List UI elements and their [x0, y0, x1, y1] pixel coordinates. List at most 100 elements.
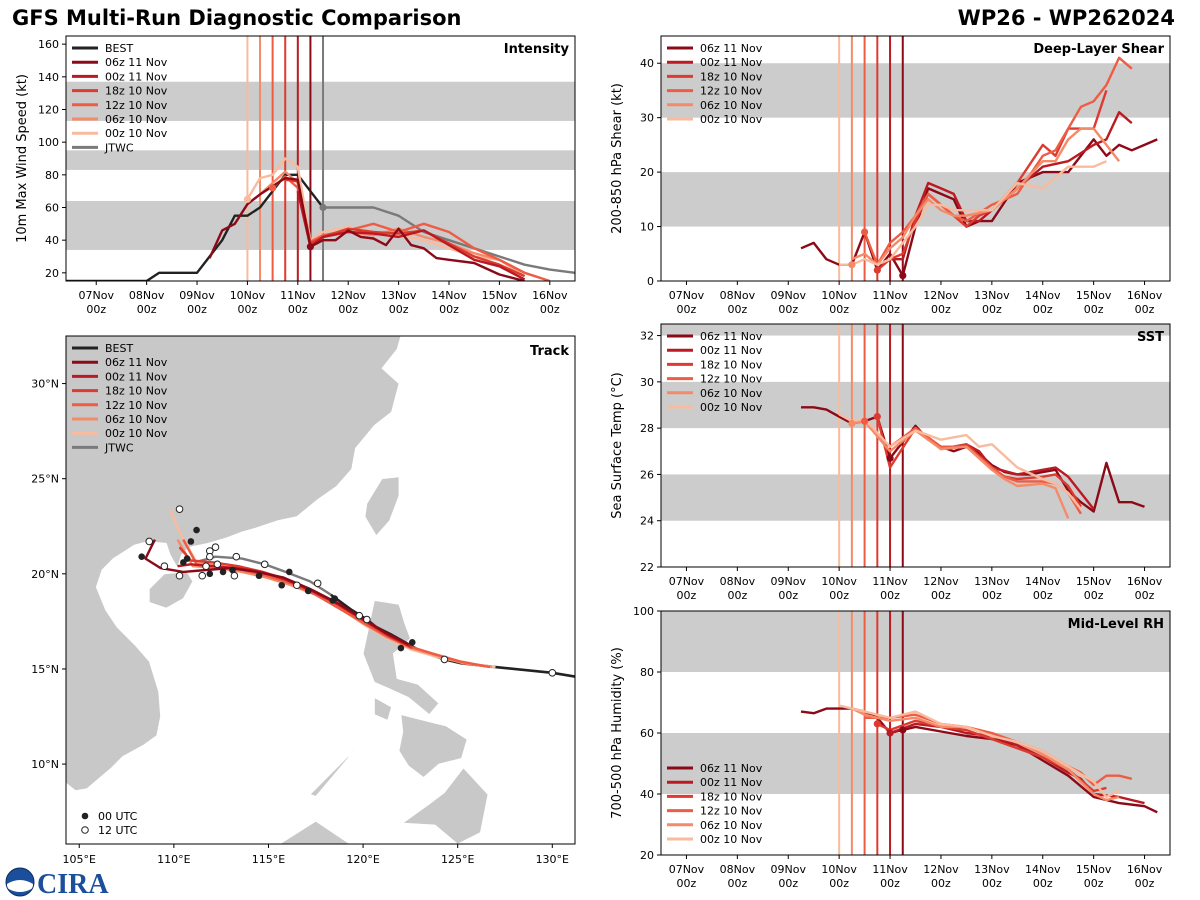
sst-title: SST	[1137, 330, 1164, 345]
shear-xtick-day-5: 12Nov	[923, 289, 959, 302]
intensity-ytick-label-80: 80	[45, 169, 59, 182]
shear-xtick-day-3: 10Nov	[821, 289, 857, 302]
intensity-xtick-hour-4: 00z	[288, 303, 308, 316]
intensity-plot-area	[66, 36, 575, 281]
legend-label-06z-10-nov: 06z 10 Nov	[700, 99, 763, 112]
track-point-00utc-4	[278, 581, 286, 589]
track-xtick-label-105: 105°E	[63, 853, 96, 866]
shear-xtick-hour-2: 00z	[778, 303, 798, 316]
track-xtick-label-110: 110°E	[157, 853, 190, 866]
sst-frame	[660, 323, 1171, 568]
shear-xtick-hour-3: 00z	[829, 303, 849, 316]
rh-ytick-label-60: 60	[640, 727, 654, 740]
sst-xtick-hour-3: 00z	[829, 589, 849, 602]
legend-label-06z-11-nov: 06z 11 Nov	[700, 330, 763, 343]
legend-label-jtwc: JTWC	[104, 141, 134, 154]
intensity-xtick-hour-6: 00z	[389, 303, 409, 316]
sst-ytick-label-26: 26	[640, 468, 654, 481]
legend-label-12z-10-nov: 12z 10 Nov	[700, 805, 763, 818]
intensity-xtick-day-9: 16Nov	[532, 289, 568, 302]
shear-series-06z-10-nov	[851, 127, 1121, 266]
rh-xtick-hour-2: 00z	[778, 877, 798, 890]
sst-xtick-hour-8: 00z	[1084, 589, 1104, 602]
intensity-title: Intensity	[504, 42, 570, 57]
noaa-wave-icon	[7, 880, 33, 892]
intensity-xtick-day-3: 10Nov	[230, 289, 266, 302]
palawan-land	[309, 739, 360, 797]
track-ytick-label-30: 30°N	[31, 378, 59, 391]
marker-legend-12utc-symbol	[81, 826, 89, 834]
sst-band-1	[661, 381, 1170, 429]
legend-label-00z-11-nov: 00z 11 Nov	[105, 70, 168, 83]
sst-marker-06z-10-nov	[848, 419, 856, 428]
track-point-12utc-0	[548, 668, 557, 677]
intensity-band-1	[66, 150, 575, 170]
sst-xtick-hour-6: 00z	[982, 589, 1002, 602]
track-point-12utc-7	[230, 571, 239, 580]
intensity-ytick-label-140: 140	[38, 71, 59, 84]
rh-panel: 2040608010007Nov00z08Nov00z09Nov00z10Nov…	[610, 605, 1171, 890]
sst-xtick-day-8: 15Nov	[1076, 575, 1112, 588]
storm-id: WP26 - WP262024	[957, 6, 1175, 30]
taiwan-land	[364, 476, 400, 537]
marker-legend-00utc-label: 00 UTC	[98, 810, 138, 823]
legend-label-00z-11-nov: 00z 11 Nov	[700, 776, 763, 789]
shear-series-00z-10-nov	[839, 160, 1107, 266]
track-point-12utc-16	[145, 537, 154, 546]
borneo-land	[279, 820, 351, 844]
intensity-xtick-day-6: 13Nov	[381, 289, 417, 302]
rh-xtick-day-5: 12Nov	[923, 863, 959, 876]
rh-ylabel: 700-500 hPa Humidity (%)	[610, 647, 625, 819]
intensity-ytick-label-120: 120	[38, 104, 59, 117]
shear-marker-06z-10-nov	[848, 261, 856, 269]
track-xtick-label-130: 130°E	[536, 853, 569, 866]
legend-label-06z-11-nov: 06z 11 Nov	[105, 56, 168, 69]
intensity-marker-jtwc	[319, 203, 327, 212]
track-xtick-label-125: 125°E	[441, 853, 474, 866]
intensity-ytick-label-100: 100	[38, 136, 59, 149]
mindoro-land	[373, 696, 392, 721]
rh-xtick-day-1: 08Nov	[720, 863, 756, 876]
sst-xtick-hour-1: 00z	[727, 589, 747, 602]
shear-xtick-hour-4: 00z	[880, 303, 900, 316]
track-point-00utc-10	[138, 553, 145, 561]
sst-series-06z-10-nov	[851, 420, 1070, 519]
track-title: Track	[530, 344, 569, 359]
intensity-xtick-hour-2: 00z	[187, 303, 207, 316]
rh-title: Mid-Level RH	[1068, 617, 1164, 632]
shear-xtick-day-0: 07Nov	[669, 289, 705, 302]
shear-band-1	[661, 63, 1170, 118]
intensity-marker-12z-10-nov	[269, 184, 277, 192]
track-point-00utc-0	[397, 644, 405, 652]
shear-series-18z-10-nov	[876, 90, 1108, 272]
intensity-xtick-hour-5: 00z	[338, 303, 358, 316]
track-point-12utc-8	[232, 552, 241, 561]
legend-label-06z-10-nov: 06z 10 Nov	[700, 387, 763, 400]
shear-marker-06z-11-nov	[899, 271, 907, 280]
sst-ytick-label-22: 22	[640, 561, 654, 574]
intensity-xtick-day-7: 14Nov	[431, 289, 467, 302]
legend-label-18z-10-nov: 18z 10 Nov	[700, 790, 763, 803]
track-plot-area	[66, 336, 575, 844]
legend-label-00z-10-nov: 00z 10 Nov	[105, 427, 168, 440]
intensity-xtick-hour-0: 00z	[86, 303, 106, 316]
rh-xtick-hour-1: 00z	[727, 877, 747, 890]
intensity-ytick-label-60: 60	[45, 202, 59, 215]
sst-xtick-day-2: 09Nov	[771, 575, 807, 588]
intensity-series-06z-11-nov	[208, 176, 525, 281]
sst-xtick-hour-5: 00z	[931, 589, 951, 602]
intensity-xtick-hour-7: 00z	[439, 303, 459, 316]
rh-xtick-day-4: 11Nov	[872, 863, 908, 876]
track-point-00utc-11	[193, 526, 200, 534]
rh-plot-area	[661, 611, 1170, 855]
sst-xtick-day-4: 11Nov	[872, 575, 908, 588]
legend-label-06z-11-nov: 06z 11 Nov	[700, 42, 763, 55]
sst-marker-12z-10-nov	[861, 417, 869, 425]
sst-xtick-day-6: 13Nov	[974, 575, 1010, 588]
track-xtick-label-120: 120°E	[346, 853, 379, 866]
track-point-12utc-14	[175, 571, 184, 580]
mainland-asia-land	[66, 336, 402, 792]
track-point-00utc-7	[206, 570, 214, 578]
intensity-band-2	[66, 81, 575, 121]
